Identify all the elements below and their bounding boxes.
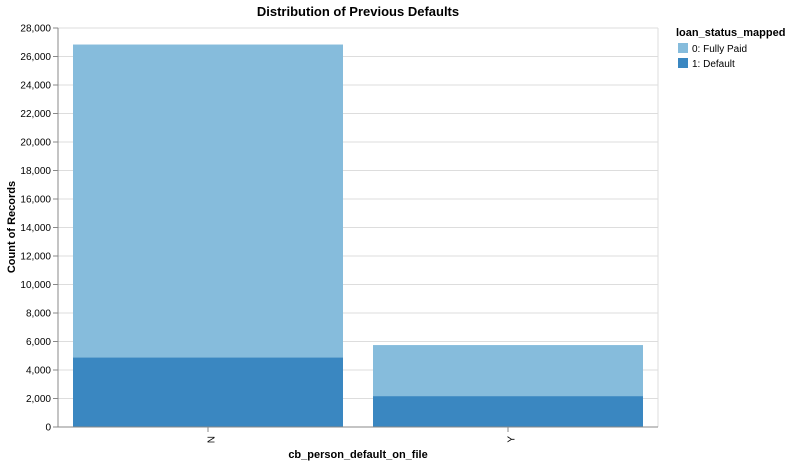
y-tick-label: 0 (45, 423, 51, 434)
y-tick-label: 4,000 (26, 366, 51, 377)
bars (73, 44, 643, 427)
y-tick-label: 18,000 (20, 166, 51, 177)
y-axis-title: Count of Records (6, 181, 18, 273)
y-tick-label: 20,000 (20, 138, 51, 149)
x-tick-label: N (207, 436, 218, 443)
y-tick-label: 12,000 (20, 252, 51, 263)
bar-fully-paid-n (73, 44, 343, 358)
chart-title: Distribution of Previous Defaults (257, 4, 459, 19)
y-tick-label: 6,000 (26, 337, 51, 348)
y-tick-label: 24,000 (20, 81, 51, 92)
legend-label: 0: Fully Paid (692, 44, 747, 55)
y-tick-label: 26,000 (20, 52, 51, 63)
legend-label: 1: Default (692, 59, 735, 70)
y-tick-label: 28,000 (20, 24, 51, 35)
x-axis-title: cb_person_default_on_file (288, 449, 427, 461)
y-tick-label: 8,000 (26, 309, 51, 320)
legend-swatch (678, 43, 688, 53)
y-axis: 0 2,000 4,000 6,000 8,000 10,000 12,000 14,000 1… (20, 24, 59, 434)
x-tick-label: Y (507, 436, 518, 443)
legend-swatch (678, 58, 688, 68)
y-tick-label: 22,000 (20, 109, 51, 120)
y-tick-label: 14,000 (20, 223, 51, 234)
y-tick-label: 2,000 (26, 394, 51, 405)
legend: loan_status_mapped 0: Fully Paid 1: Defau… (676, 27, 785, 70)
legend-title: loan_status_mapped (676, 27, 785, 39)
bar-default-y (373, 396, 643, 427)
bar-default-n (73, 357, 343, 427)
y-tick-label: 10,000 (20, 280, 51, 291)
bar-fully-paid-y (373, 345, 643, 397)
y-tick-label: 16,000 (20, 195, 51, 206)
